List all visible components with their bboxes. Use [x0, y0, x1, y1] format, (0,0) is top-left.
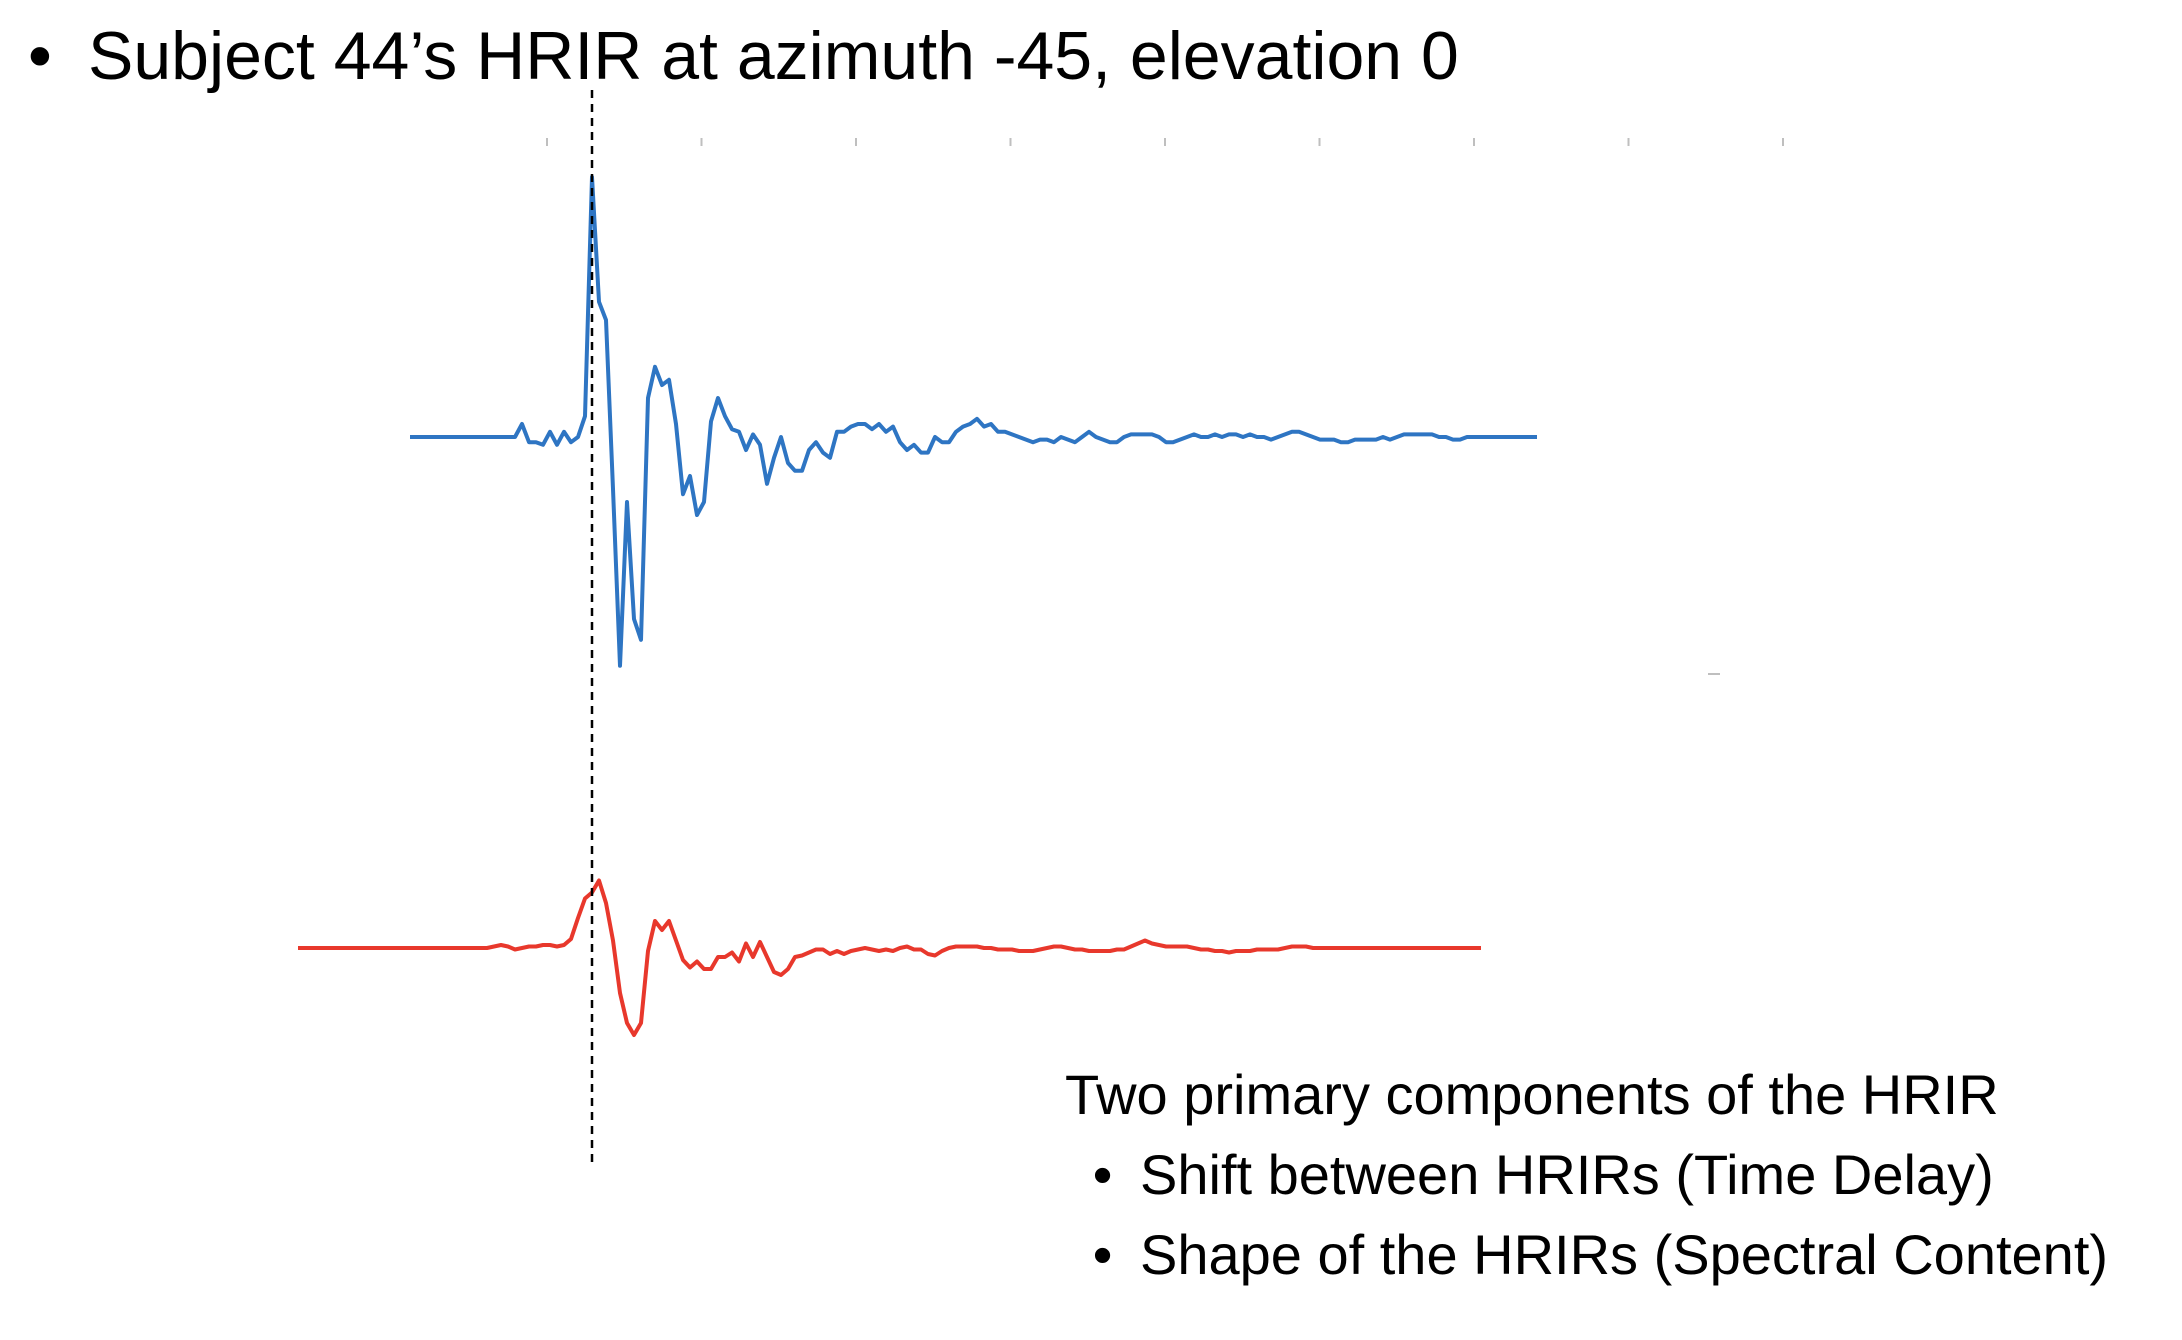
notes-item: • Shift between HRIRs (Time Delay): [1065, 1135, 2108, 1215]
bullet-icon: •: [1092, 1223, 1113, 1286]
bullet-icon: •: [1092, 1143, 1113, 1206]
notes-item-text: Shape of the HRIRs (Spectral Content): [1140, 1223, 2109, 1286]
notes-item-text: Shift between HRIRs (Time Delay): [1140, 1143, 1994, 1206]
slide-title: • Subject 44’s HRIR at azimuth -45, eleva…: [28, 14, 1459, 98]
hrir-series-red: [298, 878, 1481, 1037]
slide-title-text: Subject 44’s HRIR at azimuth -45, elevat…: [88, 18, 1459, 94]
notes-item: • Shape of the HRIRs (Spectral Content): [1065, 1215, 2108, 1295]
hrir-series-blue: [410, 175, 1537, 668]
notes-block: Two primary components of the HRIR • Shif…: [1065, 1055, 2108, 1295]
notes-heading: Two primary components of the HRIR: [1065, 1063, 1999, 1126]
bullet-icon: •: [28, 18, 52, 94]
